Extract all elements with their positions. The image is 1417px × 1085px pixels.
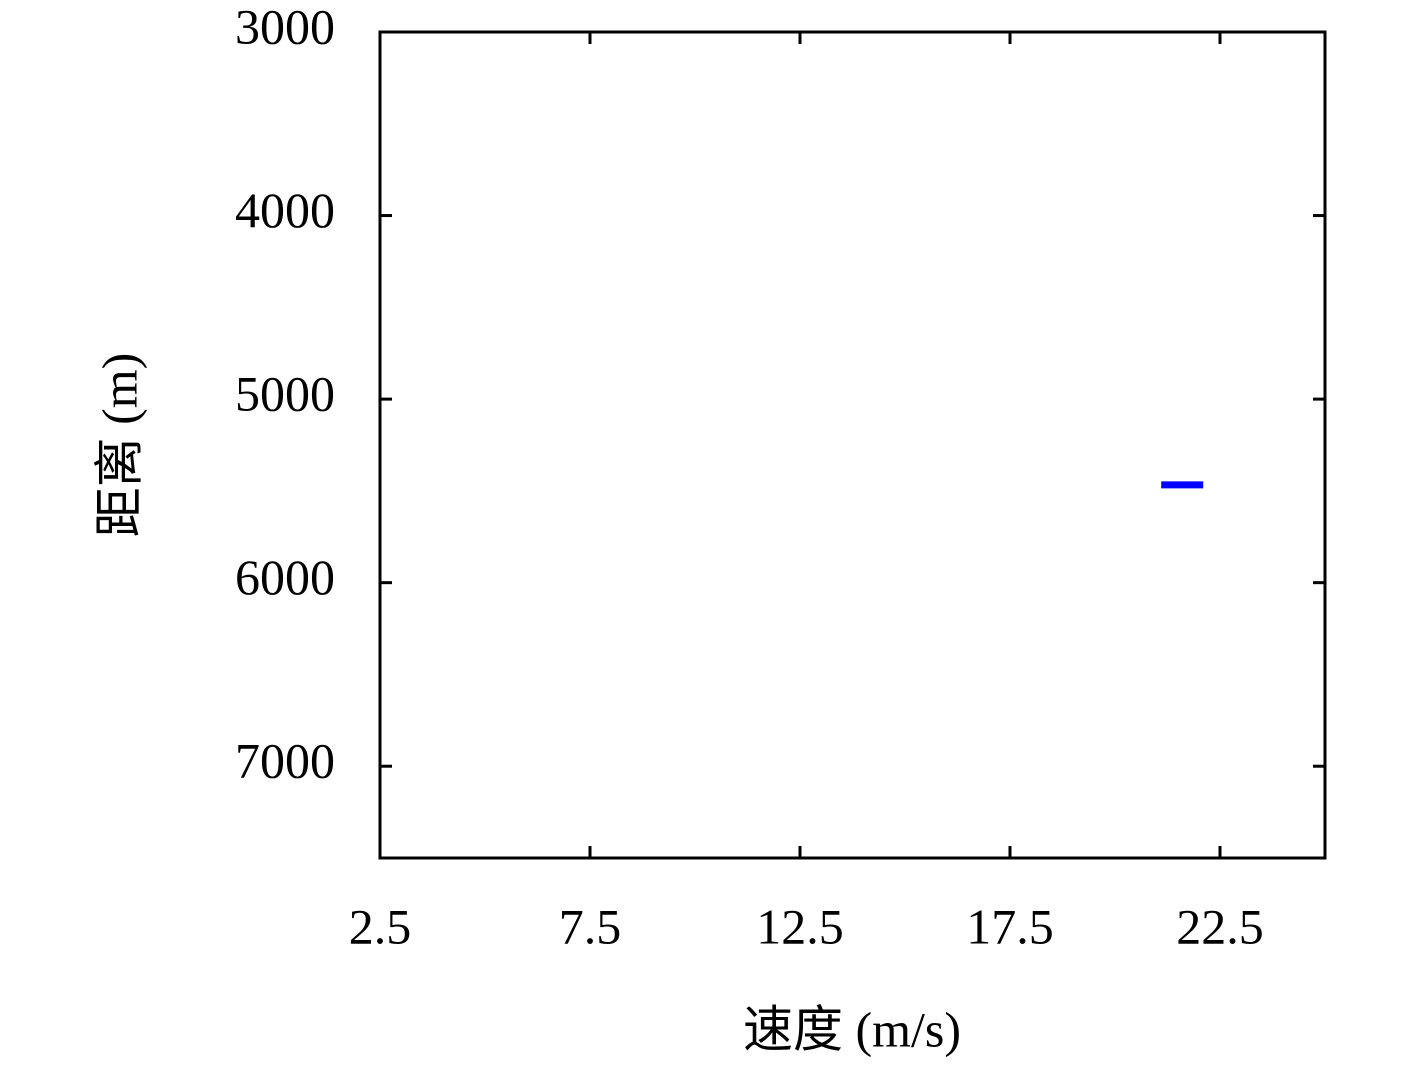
x-tick-label: 7.5 [559,898,622,954]
x-tick-label: 22.5 [1176,898,1264,954]
y-tick-label: 5000 [235,366,335,422]
x-tick-label: 12.5 [756,898,844,954]
x-tick-label: 17.5 [966,898,1054,954]
y-tick-label: 3000 [235,0,335,54]
y-tick-label: 4000 [235,182,335,238]
plot-frame [378,30,1327,860]
y-tick-label: 6000 [235,549,335,605]
x-tick-label: 2.5 [349,898,412,954]
y-tick-label: 7000 [235,733,335,789]
y-axis-label: 距离 (m) [91,353,147,538]
x-axis-label: 速度 (m/s) [743,1001,961,1057]
